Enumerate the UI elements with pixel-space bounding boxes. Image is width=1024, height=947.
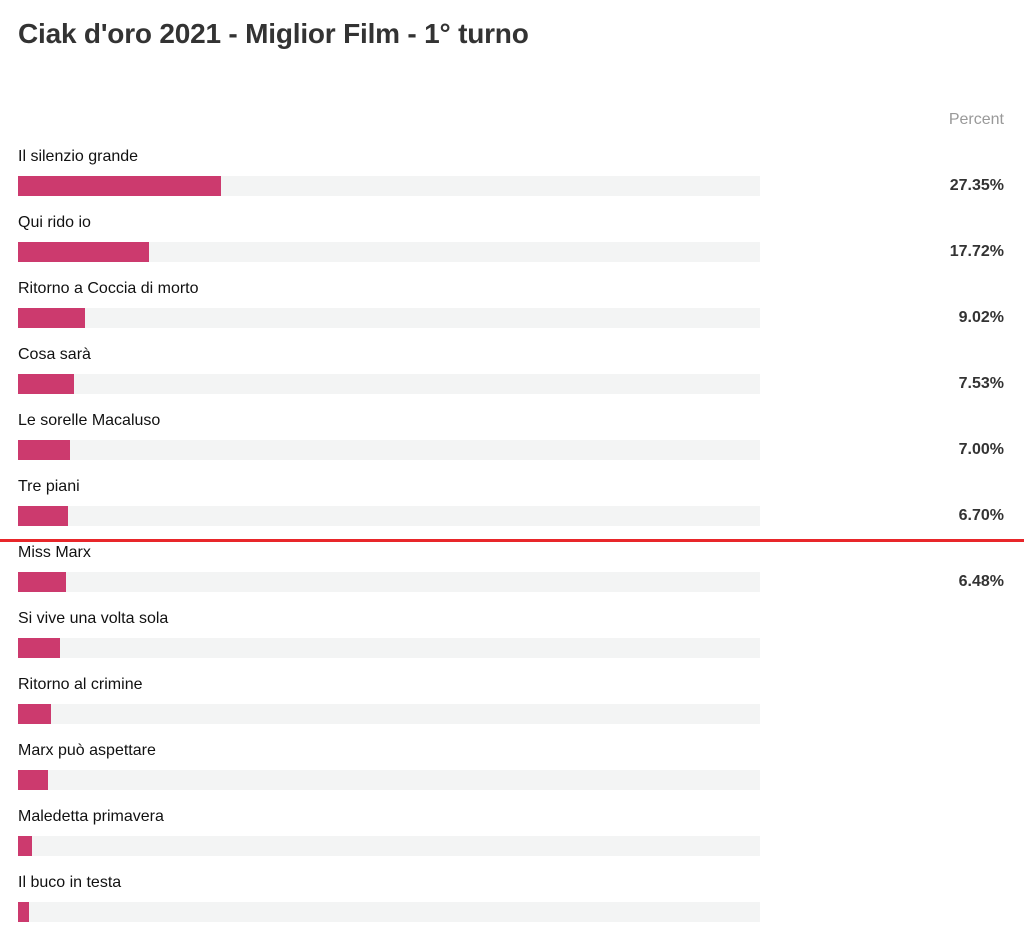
bar-track	[18, 506, 760, 526]
chart-title: Ciak d'oro 2021 - Miglior Film - 1° turn…	[18, 18, 529, 49]
category-label: Ritorno al crimine	[18, 676, 143, 693]
category-label: Le sorelle Macaluso	[18, 412, 161, 429]
bar-row: Ritorno al crimine	[0, 676, 1024, 742]
bar-fill	[18, 770, 48, 790]
bar-row: Si vive una volta sola	[0, 610, 1024, 676]
bar-row: Il buco in testa	[0, 874, 1024, 940]
category-label: Miss Marx	[18, 544, 91, 561]
category-label: Si vive una volta sola	[18, 610, 169, 627]
bar-fill	[18, 440, 70, 460]
bar-row: Il silenzio grande 27.35%	[0, 148, 1024, 214]
bar-track	[18, 638, 760, 658]
bar-fill	[18, 572, 67, 592]
category-label: Marx può aspettare	[18, 742, 156, 759]
bar-fill	[18, 902, 30, 922]
bar-track	[18, 374, 760, 394]
bar-row: Maledetta primavera	[0, 808, 1024, 874]
cutoff-line	[0, 539, 1024, 542]
bar-row: Marx può aspettare	[0, 742, 1024, 808]
bar-track	[18, 242, 760, 262]
bar-fill	[18, 374, 74, 394]
bar-track	[18, 176, 760, 196]
bar-fill	[18, 836, 33, 856]
bar-track	[18, 572, 760, 592]
bar-fill	[18, 176, 221, 196]
bar-row: Tre piani 6.70%	[0, 478, 1024, 544]
bar-track	[18, 440, 760, 460]
category-label: Ritorno a Coccia di morto	[18, 280, 199, 297]
percent-value: 6.70%	[958, 507, 1004, 524]
bar-track	[18, 902, 760, 922]
percent-value: 7.53%	[958, 375, 1004, 392]
bar-track	[18, 308, 760, 328]
bar-row: Ritorno a Coccia di morto 9.02%	[0, 280, 1024, 346]
percent-value: 6.48%	[958, 573, 1004, 590]
category-label: Cosa sarà	[18, 346, 91, 363]
bar-row: Qui rido io 17.72%	[0, 214, 1024, 280]
percent-column-header: Percent	[948, 111, 1004, 128]
category-label: Maledetta primavera	[18, 808, 164, 825]
percent-value: 17.72%	[949, 243, 1004, 260]
category-label: Il buco in testa	[18, 874, 122, 891]
bar-track	[18, 770, 760, 790]
bar-fill	[18, 308, 85, 328]
bar-fill	[18, 242, 150, 262]
percent-value: 27.35%	[949, 177, 1004, 194]
bar-track	[18, 704, 760, 724]
percent-value: 7.00%	[958, 441, 1004, 458]
bar-fill	[18, 638, 61, 658]
bar-track	[18, 836, 760, 856]
bar-fill	[18, 704, 52, 724]
category-label: Qui rido io	[18, 214, 91, 231]
percent-value: 9.02%	[958, 309, 1004, 326]
bar-row: Cosa sarà 7.53%	[0, 346, 1024, 412]
bar-row: Miss Marx 6.48%	[0, 544, 1024, 610]
category-label: Il silenzio grande	[18, 148, 139, 165]
category-label: Tre piani	[18, 478, 80, 495]
bar-row: Le sorelle Macaluso 7.00%	[0, 412, 1024, 478]
bar-fill	[18, 506, 68, 526]
